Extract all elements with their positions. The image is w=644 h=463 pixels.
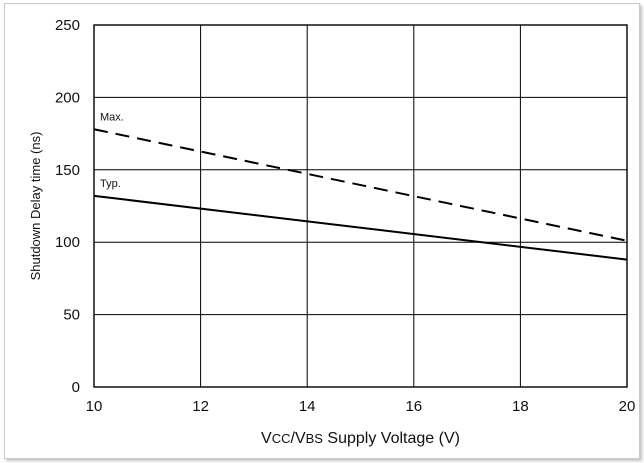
series-line-typ — [93, 194, 628, 261]
x-tick-label: 16 — [405, 398, 422, 415]
x-tick-label: 20 — [619, 398, 636, 415]
series-line-max — [93, 128, 628, 242]
x-tick-label: 12 — [192, 398, 209, 415]
x-tick-label: 14 — [299, 398, 316, 415]
chart-frame — [4, 3, 640, 459]
y-tick-label: 150 — [55, 162, 80, 179]
x-tick-labels: 10 12 14 16 18 20 — [86, 398, 636, 415]
series-labels: Max. Typ. — [100, 111, 124, 190]
series-label: Max. — [100, 111, 124, 123]
y-tick-label: 250 — [55, 17, 80, 34]
plot-border — [93, 24, 628, 388]
plot-area-border — [93, 24, 628, 388]
y-tick-labels: 0 50 100 150 200 250 — [55, 17, 80, 396]
series-lines — [93, 128, 628, 261]
y-axis-label: Shutdown Delay time (ns) — [28, 132, 43, 281]
y-tick-label: 100 — [55, 234, 80, 251]
x-tick-label: 18 — [512, 398, 529, 415]
y-tick-label: 50 — [63, 307, 80, 324]
x-axis-label: VCC/VBS Supply Voltage (V) — [261, 430, 460, 447]
y-tick-label: 200 — [55, 89, 80, 106]
series-label: Typ. — [100, 178, 121, 190]
y-tick-label: 0 — [72, 379, 80, 396]
x-tick-label: 10 — [86, 398, 103, 415]
